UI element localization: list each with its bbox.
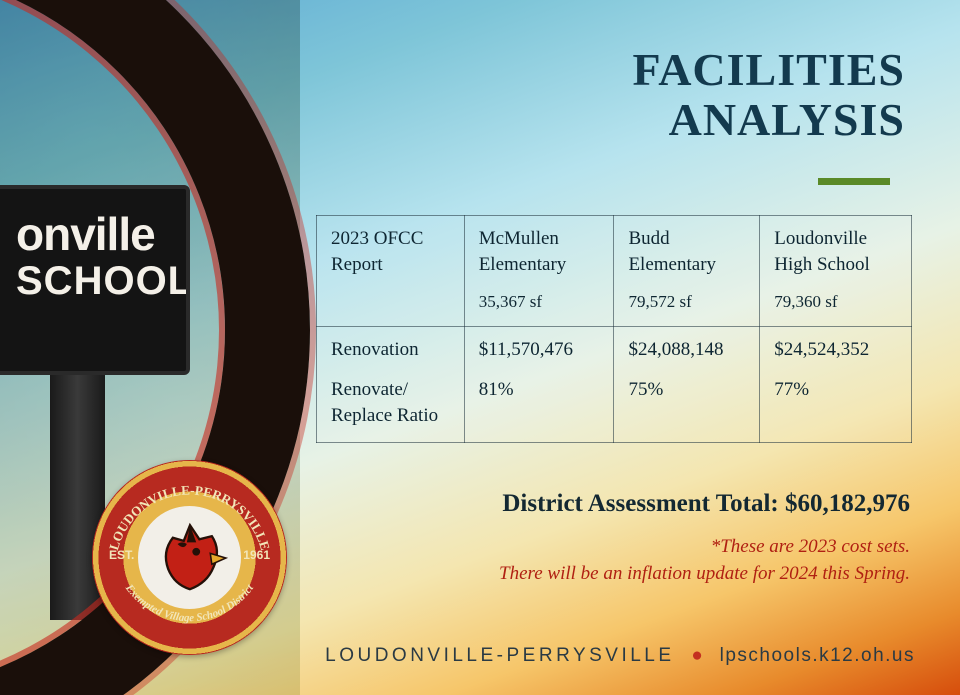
school-header-1: Budd Elementary 79,572 sf <box>614 216 760 327</box>
seal-center <box>138 506 241 609</box>
header-label: 2023 OFCC Report <box>317 216 465 327</box>
title-line-1: FACILITIES <box>633 45 905 95</box>
footer-url: lpschools.k12.oh.us <box>720 645 915 666</box>
seal-year: 1961 <box>243 548 270 562</box>
district-total: District Assessment Total: $60,182,976 <box>502 490 910 518</box>
school-data-0: $11,570,476 81% <box>464 327 614 443</box>
footnote-line-1: *These are 2023 cost sets. <box>499 534 910 561</box>
district-seal: LOUDONVILLE-PERRYSVILLE Exempted Village… <box>92 460 287 655</box>
school-data-1: $24,088,148 75% <box>614 327 760 443</box>
cardinal-icon <box>151 519 229 597</box>
footer-district: LOUDONVILLE-PERRYSVILLE <box>325 645 674 666</box>
page-title: FACILITIES ANALYSIS <box>633 45 905 144</box>
table-body-row: Renovation Renovate/ Replace Ratio $11,5… <box>317 327 912 443</box>
bullet-icon: ● <box>691 645 702 666</box>
footnote: *These are 2023 cost sets. There will be… <box>499 534 910 587</box>
slide: onville SCHOOL FACILITIES ANALYSIS 2023 … <box>0 0 960 695</box>
table-header-row: 2023 OFCC Report McMullen Elementary 35,… <box>317 216 912 327</box>
title-line-2: ANALYSIS <box>633 95 905 145</box>
facilities-table: 2023 OFCC Report McMullen Elementary 35,… <box>316 215 912 443</box>
seal-est: EST. <box>109 548 134 562</box>
school-data-2: $24,524,352 77% <box>760 327 912 443</box>
title-underline <box>818 178 890 185</box>
row-labels-cell: Renovation Renovate/ Replace Ratio <box>317 327 465 443</box>
school-header-2: Loudonville High School 79,360 sf <box>760 216 912 327</box>
school-header-0: McMullen Elementary 35,367 sf <box>464 216 614 327</box>
footer: LOUDONVILLE-PERRYSVILLE ● lpschools.k12.… <box>325 645 915 667</box>
footnote-line-2: There will be an inflation update for 20… <box>499 561 910 588</box>
